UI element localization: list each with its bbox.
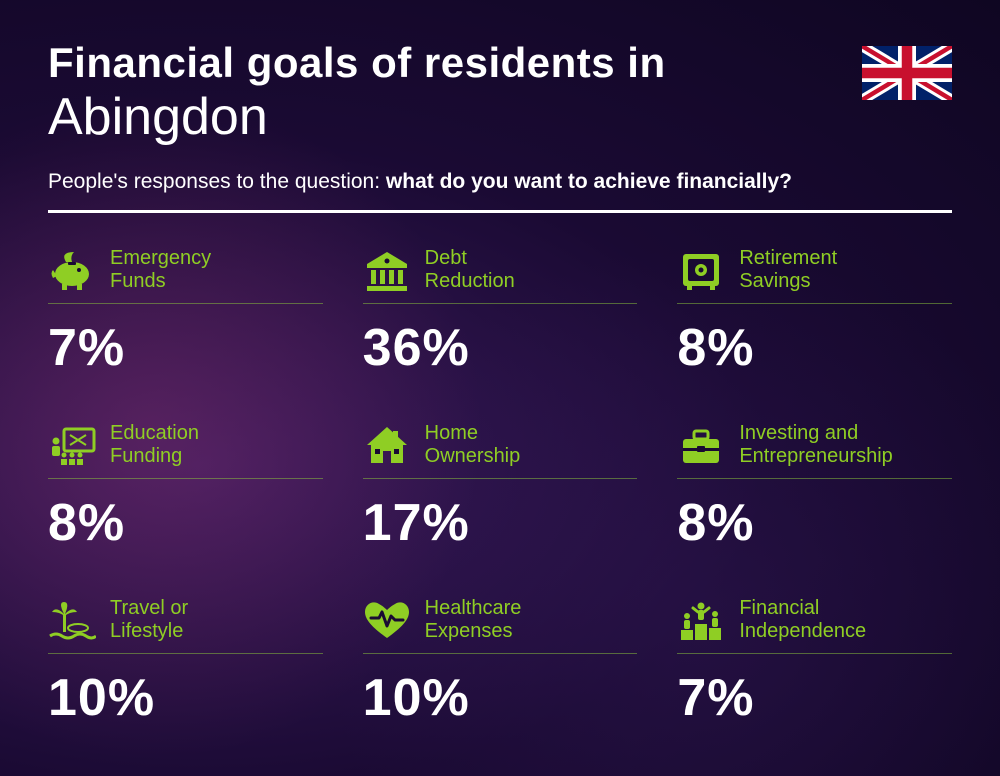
goal-label: EmergencyFunds	[110, 247, 211, 293]
house-icon	[363, 423, 411, 467]
subtitle: People's responses to the question: what…	[48, 170, 952, 194]
subtitle-bold: what do you want to achieve financially?	[386, 170, 792, 193]
travel-icon	[48, 598, 96, 642]
goal-label: EducationFunding	[110, 422, 199, 468]
goal-percentage: 10%	[48, 668, 323, 728]
goal-percentage: 8%	[677, 318, 952, 378]
uk-flag-icon	[862, 46, 952, 102]
goal-percentage: 10%	[363, 668, 638, 728]
goal-percentage: 8%	[677, 493, 952, 553]
title-line-2: Abingdon	[48, 88, 862, 148]
goal-emergency-funds: EmergencyFunds 7%	[48, 247, 323, 378]
goal-label: HomeOwnership	[425, 422, 521, 468]
divider	[48, 210, 952, 213]
title-block: Financial goals of residents in Abingdon	[48, 40, 862, 148]
goal-label: DebtReduction	[425, 247, 515, 293]
independence-icon	[677, 598, 725, 642]
briefcase-icon	[677, 423, 725, 467]
goal-label: HealthcareExpenses	[425, 597, 522, 643]
goal-percentage: 7%	[677, 668, 952, 728]
title-line-1: Financial goals of residents in	[48, 40, 862, 86]
header: Financial goals of residents in Abingdon	[48, 40, 952, 148]
subtitle-prefix: People's responses to the question:	[48, 170, 386, 193]
goal-financial-independence: FinancialIndependence 7%	[677, 597, 952, 728]
goal-percentage: 7%	[48, 318, 323, 378]
goal-investing-entrepreneurship: Investing andEntrepreneurship 8%	[677, 422, 952, 553]
goal-label: Investing andEntrepreneurship	[739, 422, 892, 468]
goal-debt-reduction: DebtReduction 36%	[363, 247, 638, 378]
goal-label: Travel orLifestyle	[110, 597, 188, 643]
goal-healthcare-expenses: HealthcareExpenses 10%	[363, 597, 638, 728]
goal-home-ownership: HomeOwnership 17%	[363, 422, 638, 553]
goal-retirement-savings: RetirementSavings 8%	[677, 247, 952, 378]
goal-travel-lifestyle: Travel orLifestyle 10%	[48, 597, 323, 728]
healthcare-icon	[363, 598, 411, 642]
goal-education-funding: EducationFunding 8%	[48, 422, 323, 553]
goal-percentage: 36%	[363, 318, 638, 378]
safe-icon	[677, 248, 725, 292]
goal-percentage: 8%	[48, 493, 323, 553]
goal-label: FinancialIndependence	[739, 597, 866, 643]
goal-percentage: 17%	[363, 493, 638, 553]
education-icon	[48, 423, 96, 467]
piggy-bank-icon	[48, 248, 96, 292]
goal-label: RetirementSavings	[739, 247, 837, 293]
goals-grid: EmergencyFunds 7% DebtReduction 36% Reti…	[48, 247, 952, 728]
bank-icon	[363, 248, 411, 292]
